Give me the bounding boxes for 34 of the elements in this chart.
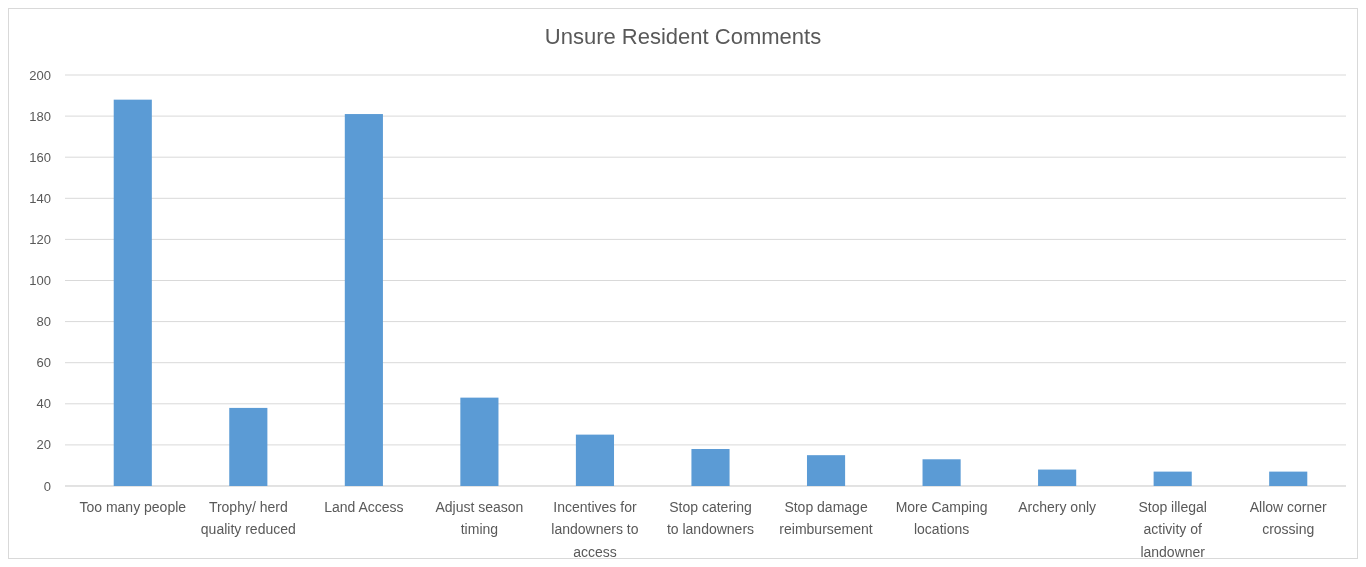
bar — [691, 449, 730, 486]
bar — [806, 455, 846, 486]
bar — [113, 99, 152, 486]
x-tick-label: Too many people — [79, 499, 187, 515]
bar — [460, 397, 499, 486]
y-tick-label: 180 — [29, 108, 51, 124]
x-tick-label: Allow corner crossing — [1249, 499, 1328, 538]
bar — [229, 407, 268, 486]
bar — [344, 114, 383, 486]
y-tick-label: 60 — [36, 355, 51, 371]
bar — [1269, 471, 1308, 486]
x-tick-label: Adjust season timing — [435, 499, 524, 538]
x-tick-label: Stop catering to landowners — [666, 499, 755, 538]
bar — [1038, 469, 1077, 486]
x-tick-label: Stop illegal activity of landowner — [1138, 499, 1207, 560]
y-tick-label: 80 — [36, 314, 51, 330]
y-tick-label: 200 — [29, 67, 51, 83]
x-tick-label: Land Access — [324, 499, 404, 515]
x-tick-label: More Camping locations — [895, 499, 988, 538]
y-tick-label: 40 — [36, 396, 51, 412]
y-tick-label: 120 — [29, 231, 51, 247]
y-tick-label: 20 — [36, 437, 51, 453]
bar — [1153, 471, 1192, 486]
y-tick-label: 160 — [29, 149, 51, 165]
bar — [575, 434, 615, 486]
x-tick-label: Trophy/ herd quality reduced — [200, 499, 296, 538]
x-tick-label: Incentives for landowners to access — [551, 499, 639, 560]
bar — [922, 459, 961, 486]
x-tick-label: Archery only — [1018, 499, 1097, 515]
y-tick-label: 140 — [29, 190, 51, 206]
x-tick-label: Stop damage reimbursement — [779, 499, 873, 538]
y-tick-label: 0 — [43, 478, 51, 494]
chart-title: Unsure Resident Comments — [544, 24, 822, 49]
y-tick-label: 100 — [29, 273, 51, 289]
